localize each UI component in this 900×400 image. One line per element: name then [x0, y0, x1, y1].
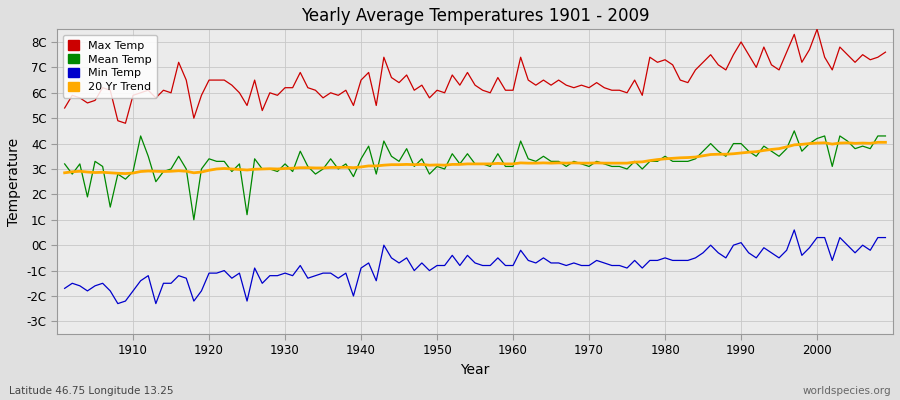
Text: worldspecies.org: worldspecies.org	[803, 386, 891, 396]
Title: Yearly Average Temperatures 1901 - 2009: Yearly Average Temperatures 1901 - 2009	[301, 7, 649, 25]
Y-axis label: Temperature: Temperature	[7, 138, 21, 226]
Text: Latitude 46.75 Longitude 13.25: Latitude 46.75 Longitude 13.25	[9, 386, 174, 396]
Legend: Max Temp, Mean Temp, Min Temp, 20 Yr Trend: Max Temp, Mean Temp, Min Temp, 20 Yr Tre…	[63, 35, 158, 98]
X-axis label: Year: Year	[461, 363, 490, 377]
